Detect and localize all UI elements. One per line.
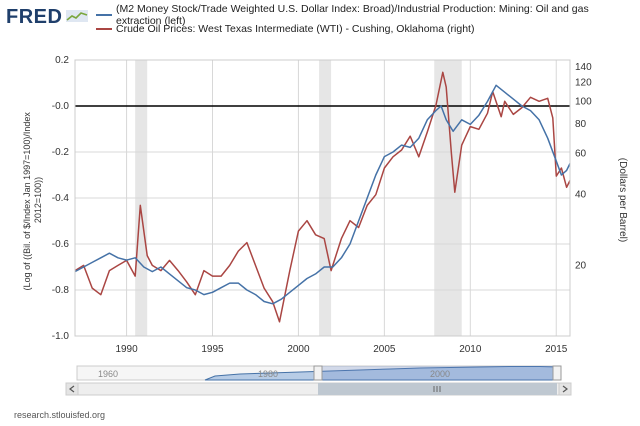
left-axis-label: (Log of ((Bil. of $/Index Jan 1997=100)/… [22, 110, 43, 291]
left-tick-label: 0.2 [55, 55, 69, 66]
x-tick-label: 2010 [459, 344, 482, 355]
navigator-area [204, 366, 558, 381]
legend-swatch-right [96, 28, 112, 30]
legend-label-left: (M2 Money Stock/Trade Weighted U.S. Doll… [116, 3, 589, 27]
legend-swatch-left [96, 14, 112, 16]
chart-legend: (M2 Money Stock/Trade Weighted U.S. Doll… [96, 3, 636, 36]
x-tick-label: 1990 [115, 344, 138, 355]
chart-axes: 0.2 -0.0 -0.2 -0.4 -0.6 -0.8 -1.0 140 120 100 80 60… [52, 55, 592, 355]
left-axis-label-line1: (Log of ((Bil. of $/Index Jan 1997=100)/… [22, 112, 32, 291]
navigator-label: 1960 [98, 369, 118, 379]
scroll-right-button[interactable] [558, 382, 572, 396]
grip-icon [433, 386, 441, 392]
right-tick-label: 140 [575, 62, 592, 73]
legend-label-right: Crude Oil Prices: West Texas Intermediat… [116, 23, 475, 35]
fred-logo[interactable]: FRED [6, 6, 63, 28]
navigator-label: 2000 [430, 369, 450, 379]
navigator-handle-left[interactable] [313, 365, 323, 381]
legend-item-right-series[interactable]: Crude Oil Prices: West Texas Intermediat… [96, 22, 636, 36]
source-link[interactable]: research.stlouisfed.org [14, 410, 106, 420]
legend-item-left-series[interactable]: (M2 Money Stock/Trade Weighted U.S. Doll… [96, 3, 636, 27]
right-axis-label: (Dollars per Barrel) [617, 158, 628, 242]
left-tick-label: -0.4 [52, 193, 70, 204]
series-lines [74, 71, 571, 323]
navigator-label: 1980 [258, 369, 278, 379]
x-tick-label: 2000 [287, 344, 310, 355]
right-tick-label: 40 [575, 190, 587, 201]
series-line-m2-ratio [74, 84, 571, 305]
left-tick-label: -0.0 [52, 101, 70, 112]
x-tick-label: 2005 [373, 344, 396, 355]
right-tick-label: 20 [575, 260, 587, 271]
range-navigator[interactable]: 1960 1980 2000 [65, 365, 572, 396]
navigator-handle-right[interactable] [552, 365, 562, 381]
chevron-right-icon [562, 385, 568, 393]
left-tick-label: -0.8 [52, 285, 70, 296]
right-tick-label: 80 [575, 119, 587, 130]
plot-border [74, 59, 571, 337]
left-tick-label: -0.6 [52, 239, 70, 250]
scroll-left-button[interactable] [65, 382, 79, 396]
navigator-selection[interactable] [318, 366, 557, 380]
x-tick-label: 1995 [201, 344, 224, 355]
right-tick-label: 120 [575, 78, 592, 89]
x-tick-label: 2015 [545, 344, 568, 355]
left-tick-label: -1.0 [52, 331, 70, 342]
chevron-left-icon [69, 385, 75, 393]
left-tick-label: -0.2 [52, 147, 70, 158]
fred-chart-logo-icon [66, 10, 88, 22]
right-tick-label: 60 [575, 148, 587, 159]
right-tick-label: 100 [575, 96, 592, 107]
left-axis-label-line2: 2012=100)) [33, 177, 43, 223]
